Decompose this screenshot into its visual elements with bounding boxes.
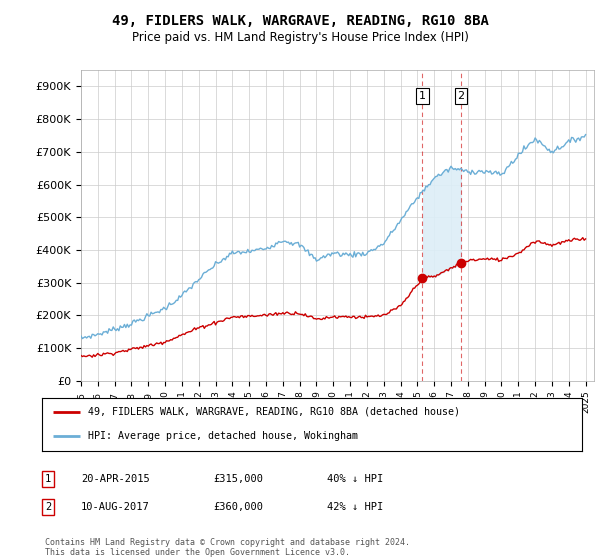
Text: £360,000: £360,000: [213, 502, 263, 512]
Text: £315,000: £315,000: [213, 474, 263, 484]
Text: 20-APR-2015: 20-APR-2015: [81, 474, 150, 484]
Text: 1: 1: [419, 91, 426, 101]
Text: 1: 1: [45, 474, 51, 484]
Text: 42% ↓ HPI: 42% ↓ HPI: [327, 502, 383, 512]
Text: 10-AUG-2017: 10-AUG-2017: [81, 502, 150, 512]
Text: HPI: Average price, detached house, Wokingham: HPI: Average price, detached house, Woki…: [88, 431, 358, 441]
Text: Price paid vs. HM Land Registry's House Price Index (HPI): Price paid vs. HM Land Registry's House …: [131, 31, 469, 44]
Text: 49, FIDLERS WALK, WARGRAVE, READING, RG10 8BA (detached house): 49, FIDLERS WALK, WARGRAVE, READING, RG1…: [88, 407, 460, 417]
Text: Contains HM Land Registry data © Crown copyright and database right 2024.
This d: Contains HM Land Registry data © Crown c…: [45, 538, 410, 557]
Text: 2: 2: [45, 502, 51, 512]
Text: 49, FIDLERS WALK, WARGRAVE, READING, RG10 8BA: 49, FIDLERS WALK, WARGRAVE, READING, RG1…: [112, 14, 488, 28]
Text: 40% ↓ HPI: 40% ↓ HPI: [327, 474, 383, 484]
Text: 2: 2: [458, 91, 464, 101]
